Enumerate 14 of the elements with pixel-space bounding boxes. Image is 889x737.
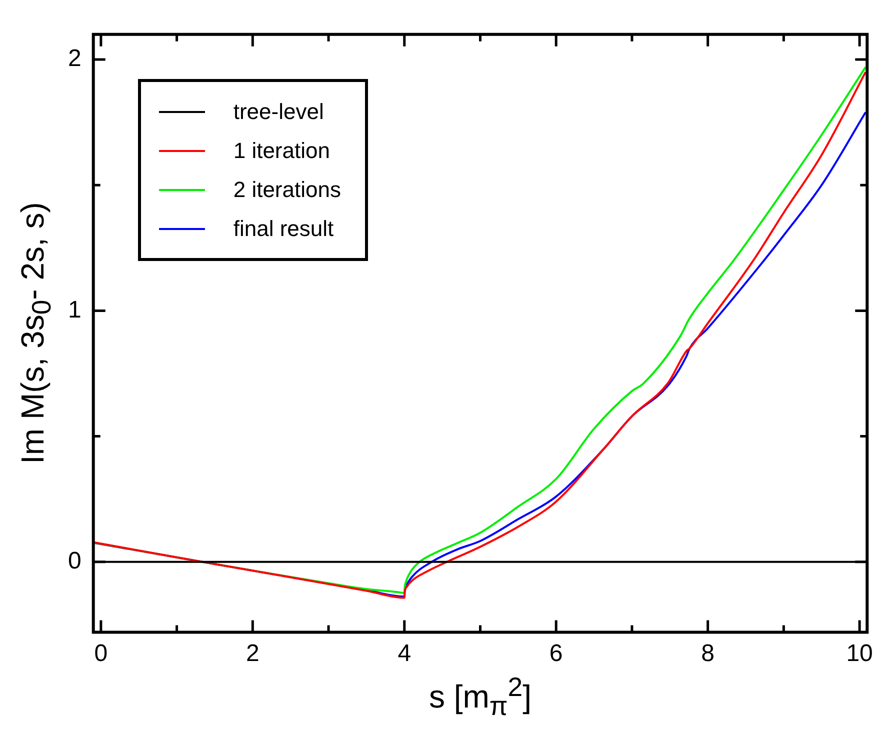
y-tick-label: 2 [68, 45, 82, 72]
y-tick-label: 1 [68, 296, 82, 324]
legend-label: final result [233, 216, 334, 242]
x-tick-label: 2 [246, 640, 260, 668]
x-axis-title: s [m$_{π}$$^{2}$] [428, 672, 532, 722]
x-tick-label: 0 [94, 640, 108, 668]
x-tick-label: 8 [701, 640, 715, 668]
legend-label: 1 iteration [233, 138, 330, 164]
legend-label: 2 iterations [233, 176, 341, 203]
legend-label: tree-level [233, 98, 324, 125]
x-tick-label: 10 [846, 640, 873, 668]
y-tick-label: 0 [68, 547, 82, 574]
x-tick-label: 4 [398, 640, 412, 668]
x-tick-label: 6 [549, 640, 563, 668]
